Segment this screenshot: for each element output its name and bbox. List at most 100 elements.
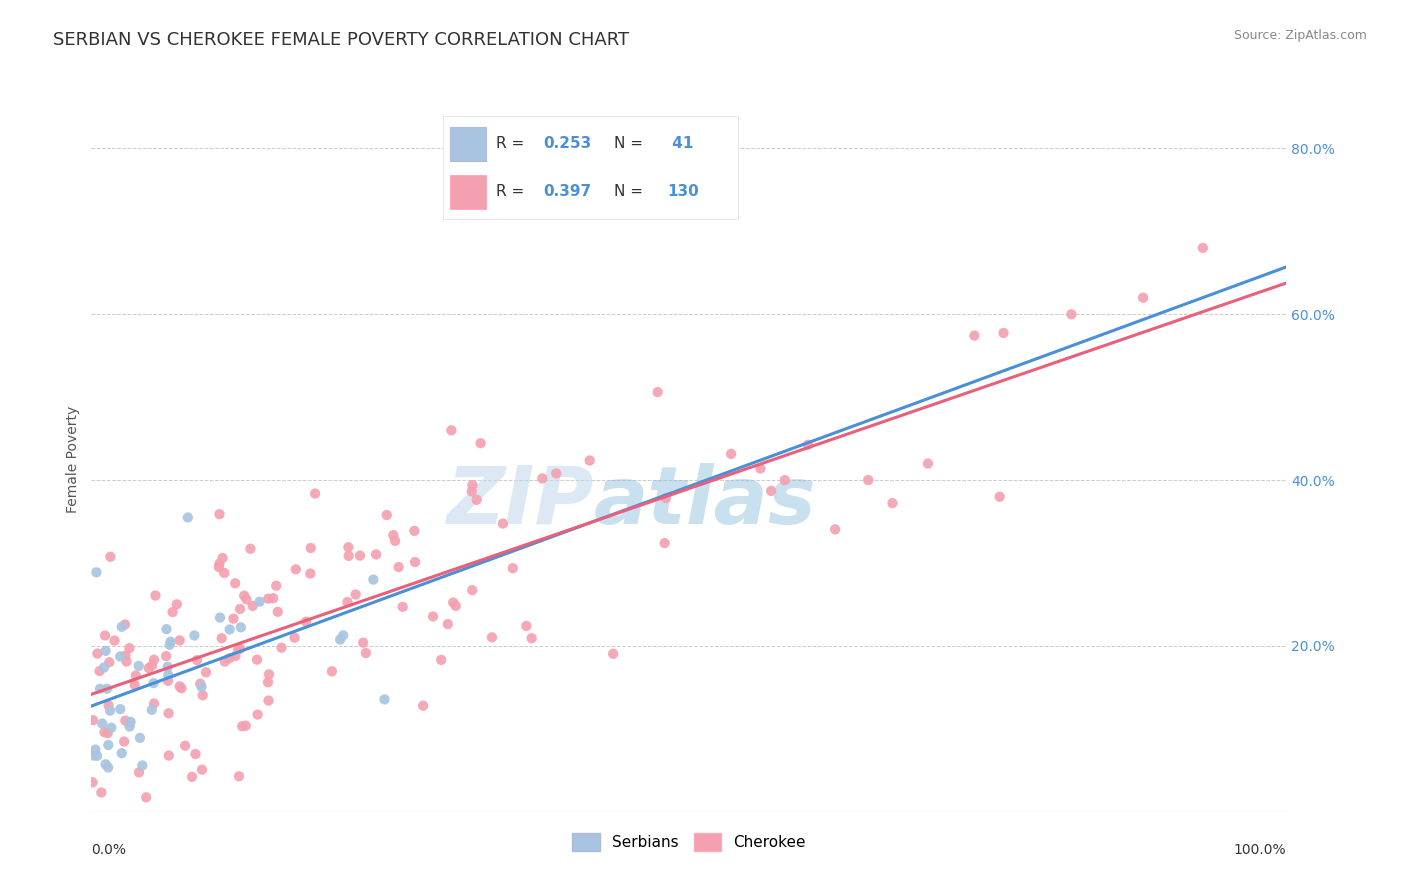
Point (208, 507, 231, 521)
Point (363, 573, 385, 587)
Point (94, 644, 117, 658)
Point (155, 649, 177, 664)
Point (993, 326, 1015, 340)
Point (157, 706, 180, 721)
Point (93, 660, 115, 674)
Point (114, 714, 136, 728)
Point (120, 714, 142, 729)
Point (159, 638, 181, 652)
Point (222, 612, 245, 626)
Legend: Serbians, Cherokee: Serbians, Cherokee (565, 827, 813, 857)
Point (602, 647, 624, 661)
Text: N =: N = (614, 185, 648, 200)
Point (520, 631, 543, 645)
Point (169, 679, 191, 693)
Point (84, 742, 107, 756)
Point (82, 748, 104, 763)
Point (856, 473, 880, 487)
Point (86, 647, 108, 661)
Point (515, 619, 537, 633)
Point (208, 560, 231, 574)
Point (97, 726, 120, 740)
FancyBboxPatch shape (450, 127, 485, 161)
Point (352, 635, 374, 649)
Point (209, 610, 232, 624)
Point (124, 678, 146, 692)
Point (391, 599, 413, 614)
Point (218, 623, 240, 637)
Text: Source: ZipAtlas.com: Source: ZipAtlas.com (1233, 29, 1367, 42)
Point (773, 473, 796, 487)
Point (97, 738, 120, 752)
Text: 0.253: 0.253 (543, 136, 592, 151)
Point (110, 702, 132, 716)
Point (98, 549, 121, 564)
Point (138, 661, 160, 675)
Text: R =: R = (496, 136, 529, 151)
Point (177, 510, 200, 524)
Point (404, 524, 426, 538)
Point (114, 648, 136, 663)
Point (578, 453, 600, 467)
Point (461, 478, 484, 492)
Point (1192, 241, 1215, 255)
Point (218, 651, 240, 665)
Point (128, 659, 150, 673)
Point (321, 665, 343, 679)
Text: R =: R = (496, 185, 529, 200)
Point (155, 622, 177, 636)
Point (156, 673, 179, 688)
Point (90, 785, 112, 799)
Point (257, 591, 280, 606)
Point (441, 595, 464, 609)
Point (1060, 307, 1083, 321)
Point (129, 731, 152, 745)
Point (388, 560, 411, 574)
Point (284, 631, 307, 645)
Point (470, 436, 492, 450)
Point (235, 592, 257, 607)
Point (145, 589, 167, 603)
Point (349, 549, 371, 563)
Point (229, 620, 252, 634)
Point (502, 561, 524, 575)
Point (195, 665, 218, 680)
Point (759, 483, 782, 498)
Point (94, 628, 117, 642)
Point (82, 713, 104, 727)
Point (191, 763, 214, 777)
Point (492, 516, 515, 531)
Point (159, 634, 181, 648)
Point (169, 633, 191, 648)
Point (93, 725, 115, 739)
Point (404, 555, 426, 569)
Point (257, 675, 280, 690)
Point (531, 471, 554, 485)
Text: 0.0%: 0.0% (91, 844, 127, 857)
Point (444, 599, 467, 613)
Point (118, 719, 141, 733)
Point (170, 681, 193, 696)
Point (96, 681, 118, 696)
Point (654, 536, 676, 550)
Point (82, 775, 104, 789)
Text: 130: 130 (668, 185, 699, 200)
Point (963, 328, 986, 343)
Point (166, 598, 188, 612)
Point (430, 653, 453, 667)
Point (100, 721, 122, 735)
Point (233, 589, 256, 603)
Point (131, 758, 153, 772)
Point (191, 688, 214, 702)
Point (156, 660, 179, 674)
Point (344, 587, 367, 601)
Point (184, 747, 207, 761)
Point (647, 385, 669, 400)
Point (89, 681, 111, 696)
Point (354, 646, 377, 660)
Point (461, 583, 484, 598)
Point (336, 595, 359, 609)
Point (157, 748, 180, 763)
Point (157, 668, 180, 682)
Point (270, 640, 292, 655)
